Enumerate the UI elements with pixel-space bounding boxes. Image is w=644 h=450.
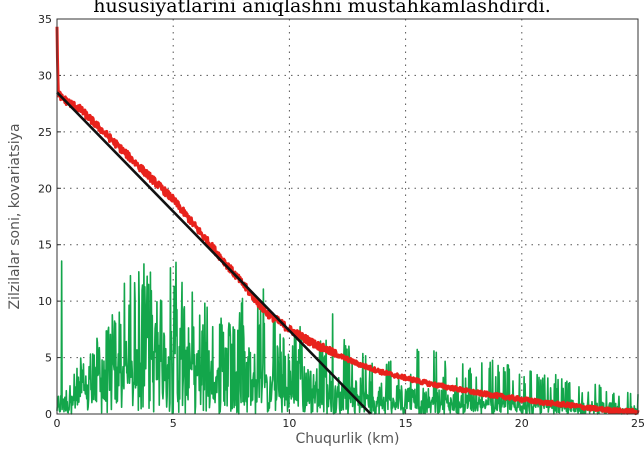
- x-tick-label: 20: [515, 417, 529, 430]
- x-tick-label: 0: [54, 417, 61, 430]
- series-red-curve: [55, 26, 640, 416]
- tick-labels: 0 5 10 15 20 25 0 5 10 15 20 25 30 35: [38, 13, 644, 430]
- x-tick-label: 15: [399, 417, 413, 430]
- page-caption: hususiyatlarini aniqlashni mustahkamlash…: [93, 0, 551, 17]
- y-tick-label: 5: [45, 352, 52, 365]
- y-axis-label: Zilzilalar soni, kovariatsiya: [7, 123, 23, 309]
- x-axis-label: Chuqurlik (km): [295, 431, 399, 447]
- y-tick-label: 15: [38, 239, 52, 252]
- series-black-fit-line: [56, 91, 372, 415]
- x-tick-label: 10: [282, 417, 296, 430]
- y-tick-label: 30: [38, 69, 52, 82]
- y-tick-label: 25: [38, 126, 52, 139]
- y-tick-label: 0: [45, 408, 52, 421]
- x-tick-label: 5: [170, 417, 177, 430]
- y-tick-label: 20: [38, 182, 52, 195]
- plot-area: [55, 26, 640, 416]
- x-tick-label: 25: [631, 417, 644, 430]
- y-tick-label: 35: [38, 13, 52, 26]
- y-tick-label: 10: [38, 295, 52, 308]
- plot-frame: [56, 18, 639, 415]
